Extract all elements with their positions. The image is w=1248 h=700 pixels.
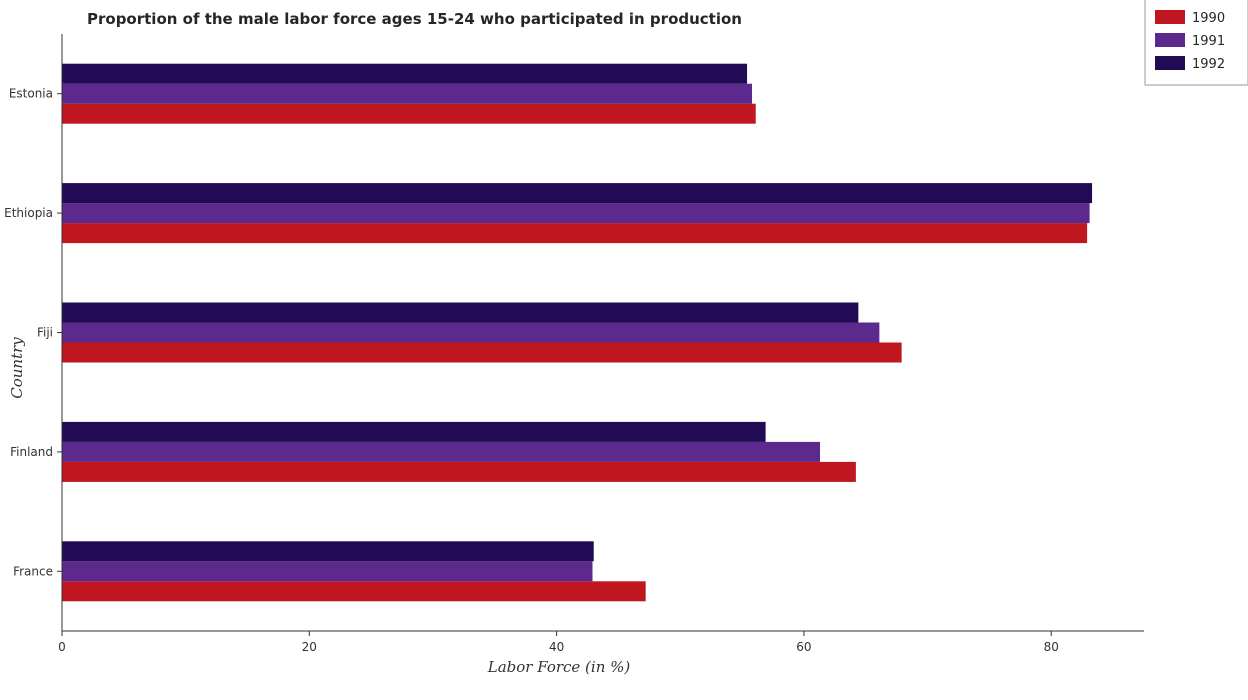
bar-france-1990 [62,581,646,602]
bar-france-1992 [62,541,594,562]
y-tick-labels: Estonia Ethiopia Fiji Finland France [4,87,62,578]
bar-ethiopia-1992 [62,183,1093,204]
bar-france-1991 [62,561,593,582]
x-tick-label: 0 [58,640,66,654]
legend-label-1990: 1990 [1192,11,1225,26]
y-tick-label: Ethiopia [4,206,53,220]
bar-fiji-1990 [62,342,902,363]
y-tick-label: Finland [10,445,53,459]
y-tick-label: Estonia [9,87,53,101]
legend-swatch-1992 [1155,56,1185,70]
bar-ethiopia-1991 [62,203,1090,224]
y-axis-label: Country [8,337,26,399]
plot-area [61,34,1144,632]
x-tick-label: 40 [549,640,564,654]
x-tick-labels: 0 20 40 60 80 [58,631,1059,654]
legend-swatch-1991 [1155,33,1185,47]
x-tick-label: 20 [302,640,317,654]
bar-estonia-1992 [62,63,748,84]
bar-finland-1990 [62,461,856,482]
chart-title: Proportion of the male labor force ages … [87,10,742,28]
bar-estonia-1990 [62,103,756,124]
bar-ethiopia-1990 [62,223,1088,244]
legend-label-1992: 1992 [1192,57,1225,72]
bar-finland-1991 [62,441,821,462]
y-tick-label: France [13,564,53,578]
x-axis-label: Labor Force (in %) [487,658,631,676]
legend-label-1991: 1991 [1192,34,1225,49]
legend: 1990 1991 1992 [1144,0,1248,86]
bar-finland-1992 [62,421,766,442]
bar-fiji-1992 [62,302,859,323]
x-tick-label: 80 [1044,640,1059,654]
bar-fiji-1991 [62,322,880,343]
bar-estonia-1991 [62,83,753,104]
y-tick-label: Fiji [37,326,53,340]
x-tick-label: 60 [796,640,811,654]
legend-swatch-1990 [1155,10,1185,24]
